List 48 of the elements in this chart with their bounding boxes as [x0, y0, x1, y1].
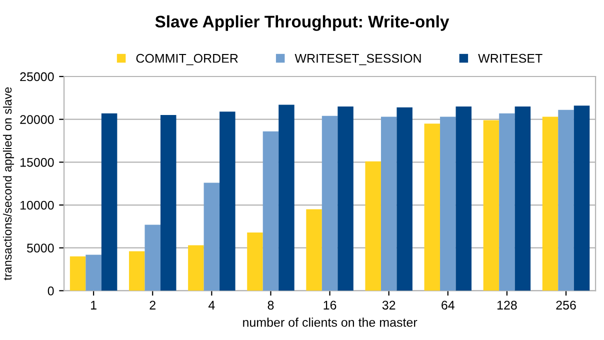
x-axis-title: number of clients on the master [243, 318, 418, 327]
bar [380, 116, 397, 291]
legend-label: WRITESET [478, 54, 542, 63]
bar [128, 251, 145, 291]
bar [70, 256, 86, 291]
bar [188, 245, 204, 291]
x-tick-label: 2 [150, 300, 156, 310]
bar [558, 110, 574, 291]
bar [456, 106, 472, 291]
bar [499, 113, 515, 291]
bar [278, 104, 294, 291]
bar [514, 106, 531, 291]
bar [338, 106, 354, 291]
y-tick-label: 0 [48, 286, 54, 296]
bar [574, 106, 590, 291]
chart-title: Slave Applier Throughput: Write-only [155, 15, 450, 31]
bar [220, 112, 236, 291]
x-tick-label: 16 [324, 300, 336, 310]
x-tick-label: 64 [442, 300, 454, 310]
x-tick-label: 8 [268, 300, 274, 310]
y-axis-title: transactions/second applied on slave [2, 87, 14, 280]
bar [322, 116, 338, 291]
y-tick-label: 15000 [20, 158, 54, 167]
x-tick-label: 4 [208, 300, 215, 310]
bar [365, 161, 381, 291]
x-tick-label: 32 [382, 300, 396, 310]
x-tick-label: 128 [497, 300, 517, 310]
bar [144, 224, 160, 291]
bar [262, 131, 279, 291]
legend-label: COMMIT_ORDER [136, 54, 238, 66]
bar [306, 209, 322, 291]
y-tick-label: 20000 [20, 115, 54, 124]
bar [542, 116, 558, 291]
bar [424, 124, 440, 291]
bar [483, 120, 500, 291]
y-tick-label: 5000 [26, 244, 54, 253]
y-tick-label: 10000 [20, 200, 54, 210]
bar [440, 116, 456, 291]
bar [396, 107, 412, 291]
bar [101, 113, 118, 291]
x-tick-label: 256 [556, 300, 576, 310]
bar [160, 115, 176, 291]
bar [86, 254, 102, 291]
x-tick-label: 1 [91, 300, 96, 310]
bar [247, 232, 263, 291]
legend-label: WRITESET_SESSION [294, 54, 421, 66]
y-tick-label: 25000 [20, 72, 54, 82]
bar [204, 182, 220, 291]
